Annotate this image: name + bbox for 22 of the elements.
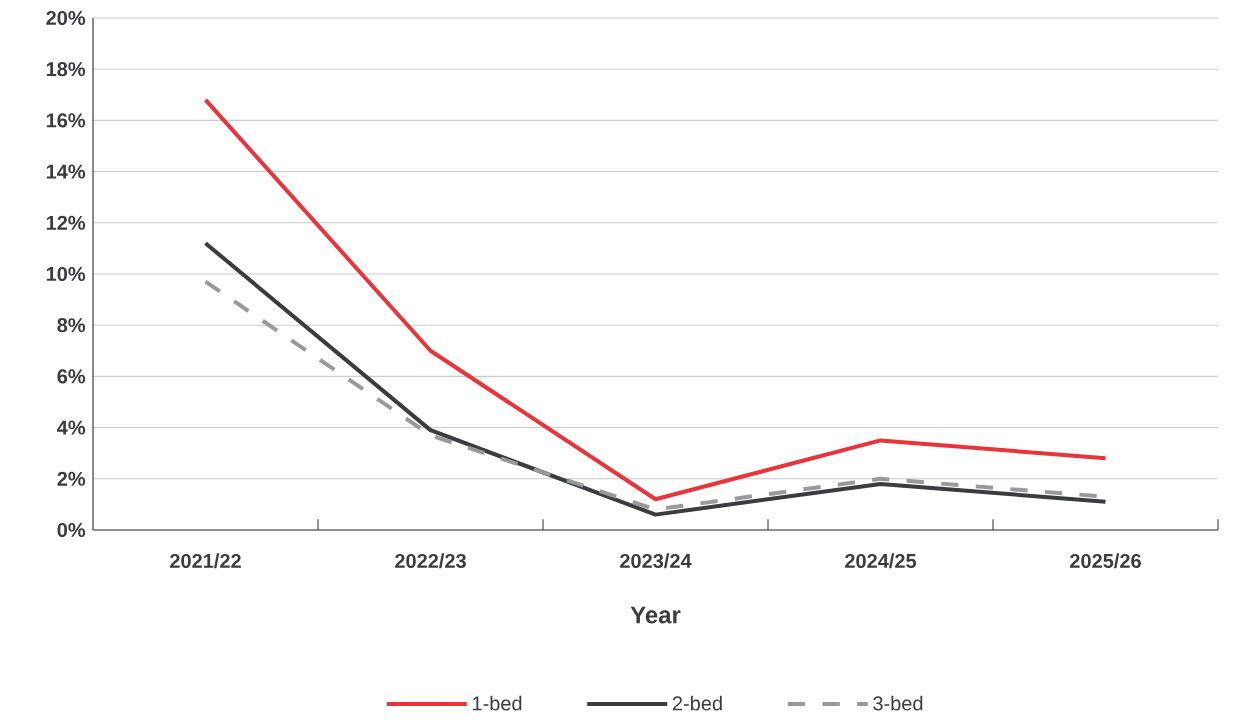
legend-label: 2-bed bbox=[672, 695, 722, 711]
y-tick-label: 8% bbox=[57, 318, 86, 333]
y-tick-label: 14% bbox=[46, 164, 86, 179]
y-tick-label: 18% bbox=[46, 62, 86, 77]
x-tick-label: 2023/24 bbox=[620, 553, 692, 569]
x-tick-label: 2022/23 bbox=[395, 553, 466, 569]
y-tick-label: 6% bbox=[57, 369, 86, 384]
x-tick-label: 2025/26 bbox=[1070, 553, 1141, 569]
y-tick-label: 4% bbox=[57, 420, 86, 435]
y-tick-label: 10% bbox=[46, 266, 86, 282]
y-tick-label: 12% bbox=[46, 215, 86, 230]
legend-label: 1-bed bbox=[472, 695, 522, 711]
line-series bbox=[203, 241, 1108, 517]
y-tick-label: 2% bbox=[57, 471, 86, 486]
y-tick-label: 20% bbox=[46, 10, 86, 26]
line-series bbox=[203, 97, 1108, 502]
x-tick-label: 2024/25 bbox=[845, 553, 917, 569]
y-tick-label: 16% bbox=[46, 113, 86, 128]
x-tick-label: 2021/22 bbox=[170, 553, 241, 569]
legend-label: 3-bed bbox=[873, 695, 923, 711]
x-axis-title: Year bbox=[630, 606, 681, 624]
y-tick-label: 0% bbox=[57, 522, 86, 538]
